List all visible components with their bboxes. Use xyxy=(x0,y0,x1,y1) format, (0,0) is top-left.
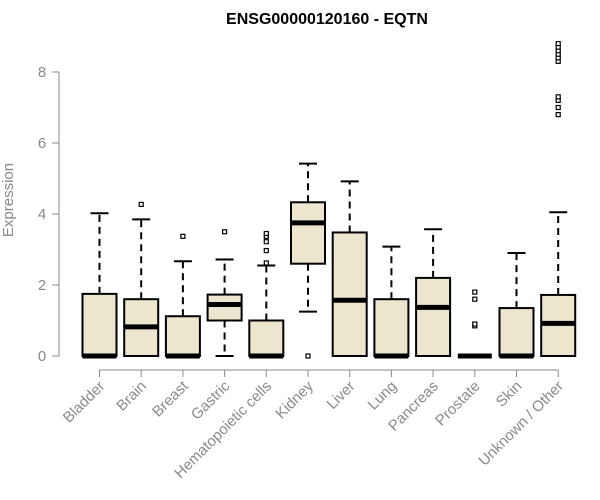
box-breast xyxy=(164,233,201,359)
y-tick-label: 8 xyxy=(38,64,46,81)
box-rect xyxy=(248,319,285,357)
x-tick-label: Skin xyxy=(493,378,526,411)
outlier-point xyxy=(472,296,478,302)
outlier-point xyxy=(555,104,561,111)
box-kidney xyxy=(290,162,326,359)
x-tick-label: Liver xyxy=(324,378,359,413)
x-tick-label: Bladder xyxy=(60,378,109,427)
outlier-point xyxy=(222,229,228,235)
outlier-point xyxy=(472,321,478,327)
box-rect xyxy=(498,307,535,358)
y-tick-label: 2 xyxy=(38,277,46,294)
y-axis-label: Expression xyxy=(0,163,17,237)
box-gastric xyxy=(206,229,243,357)
x-tick-label: Lung xyxy=(365,378,401,414)
x-tick-label: Prostate xyxy=(432,378,484,430)
box-hematopoietic-cells xyxy=(248,230,285,359)
chart-title: ENSG00000120160 - EQTN xyxy=(226,11,428,28)
y-tick-label: 0 xyxy=(38,348,46,365)
box-rect xyxy=(415,276,452,357)
box-brain xyxy=(123,201,160,358)
outlier-point xyxy=(472,289,478,295)
box-skin xyxy=(498,252,535,359)
box-pancreas xyxy=(415,228,452,357)
outlier-point xyxy=(263,247,269,254)
x-tick-label: Breast xyxy=(149,377,192,420)
x-tick-label: Brain xyxy=(113,378,150,415)
box-lung xyxy=(373,245,410,359)
y-tick-label: 4 xyxy=(38,206,46,223)
outlier-point xyxy=(180,233,186,239)
outlier-point xyxy=(138,201,144,208)
box-unknown-other xyxy=(540,40,577,358)
outlier-point xyxy=(555,111,561,118)
box-rect xyxy=(331,231,368,358)
outlier-point xyxy=(555,94,561,100)
box-rect xyxy=(206,293,243,322)
outlier-point xyxy=(263,230,269,237)
axes-group: 0 2 4 6 8 xyxy=(38,64,559,377)
boxes-group xyxy=(81,40,577,359)
box-bladder xyxy=(81,212,118,359)
x-tick-label: Kidney xyxy=(272,377,317,422)
outlier-point xyxy=(555,40,561,47)
outlier-point xyxy=(263,260,269,266)
box-rect xyxy=(81,292,118,357)
box-rect xyxy=(290,201,326,265)
outlier-point xyxy=(305,353,311,359)
y-tick-label: 6 xyxy=(38,135,46,152)
box-rect xyxy=(164,315,201,357)
box-prostate xyxy=(457,289,492,359)
box-liver xyxy=(331,180,368,358)
box-rect xyxy=(373,298,410,358)
outlier-point xyxy=(263,239,269,245)
